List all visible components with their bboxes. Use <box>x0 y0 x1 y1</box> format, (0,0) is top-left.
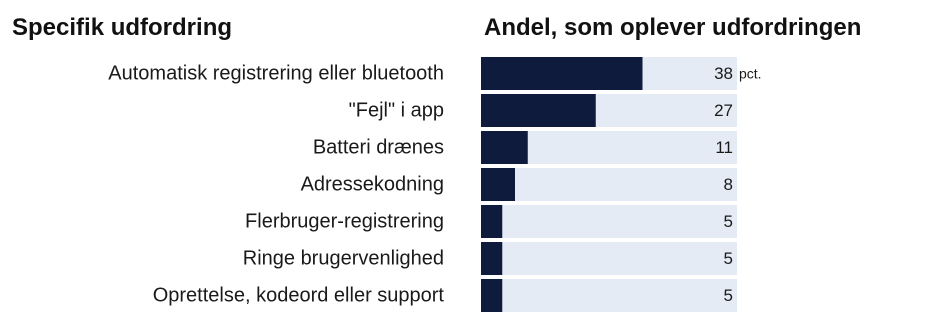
category-header: Specifik udfordring <box>12 14 233 41</box>
bar <box>481 131 528 164</box>
value-label: 27 <box>714 101 733 120</box>
value-label: 11 <box>715 138 733 157</box>
bar <box>481 168 515 201</box>
category-label: "Fejl" i app <box>349 100 444 122</box>
category-label: Batteri drænes <box>313 137 444 159</box>
value-header: Andel, som oplever udfordringen <box>484 14 862 41</box>
bar-track <box>481 168 737 201</box>
category-label: Flerbruger-registrering <box>245 211 444 233</box>
bar <box>481 242 503 275</box>
bar <box>481 205 503 238</box>
bar-track <box>481 205 737 238</box>
bar <box>481 57 643 90</box>
value-label: 5 <box>724 286 733 305</box>
unit-label: pct. <box>739 66 762 82</box>
category-label: Adressekodning <box>301 174 444 196</box>
category-label: Oprettelse, kodeord eller support <box>153 285 445 307</box>
value-label: 38 <box>714 64 733 83</box>
value-label: 5 <box>724 212 733 231</box>
category-label: Ringe brugervenlighed <box>243 248 444 270</box>
value-label: 5 <box>724 249 733 268</box>
bar <box>481 279 503 312</box>
category-label: Automatisk registrering eller bluetooth <box>108 63 444 85</box>
bar-track <box>481 242 737 275</box>
value-label: 8 <box>724 175 733 194</box>
bar-track <box>481 279 737 312</box>
bar <box>481 94 596 127</box>
